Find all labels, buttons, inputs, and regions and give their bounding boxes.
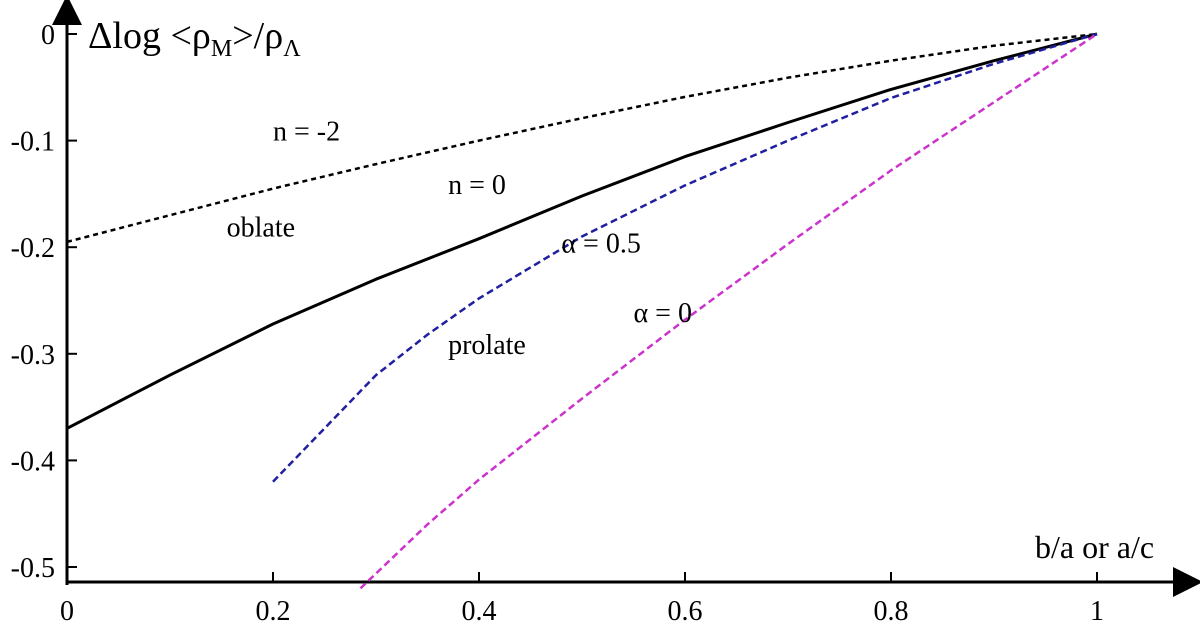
x-tick-label: 0 <box>60 596 74 627</box>
y-axis-label-sub1: M <box>211 36 232 62</box>
y-axis-label-prefix: Δlog <ρ <box>88 15 211 57</box>
y-tick-label: 0 <box>41 20 55 51</box>
y-tick-label: -0.5 <box>11 553 55 584</box>
annotation-n-0: n = 0 <box>448 170 506 201</box>
annotation-oblate: oblate <box>227 213 295 244</box>
x-axis-label: b/a or a/c <box>1035 529 1154 565</box>
y-axis-label: Δlog <ρM>/ρΛ <box>88 15 301 62</box>
annotations-layer: n = -2 n = 0 oblate α = 0.5 prolate α = 0 <box>227 117 692 361</box>
x-tick-label: 0.6 <box>668 596 703 627</box>
annotation-alpha-0: α = 0 <box>634 298 692 329</box>
annotation-prolate: prolate <box>448 330 526 361</box>
y-axis-label-mid: >/ρ <box>232 15 283 57</box>
axes <box>52 0 1200 597</box>
y-tick-label: -0.2 <box>11 233 55 264</box>
series-line-n-neg2 <box>66 32 1098 244</box>
ticks-layer: 0 0.2 0.4 0.6 0.8 1 0 -0.1 -0.2 -0.3 -0.4 -0.5 <box>11 20 1104 627</box>
annotation-n-neg2: n = -2 <box>273 117 340 148</box>
series-line-alpha-0.5 <box>272 32 1098 483</box>
y-tick-label: -0.1 <box>11 127 55 158</box>
y-axis-label-sub2: Λ <box>283 36 301 62</box>
series-line-alpha-0 <box>359 32 1098 590</box>
x-tick-label: 0.2 <box>256 596 291 627</box>
annotation-alpha-0.5: α = 0.5 <box>561 229 640 260</box>
x-tick-label: 1 <box>1090 596 1104 627</box>
x-tick-label: 0.4 <box>462 596 497 627</box>
x-tick-label: 0.8 <box>874 596 909 627</box>
series-layer <box>66 32 1098 590</box>
y-tick-label: -0.3 <box>11 340 55 371</box>
y-tick-label: -0.4 <box>11 446 55 477</box>
series-line-n-0 <box>66 32 1098 430</box>
